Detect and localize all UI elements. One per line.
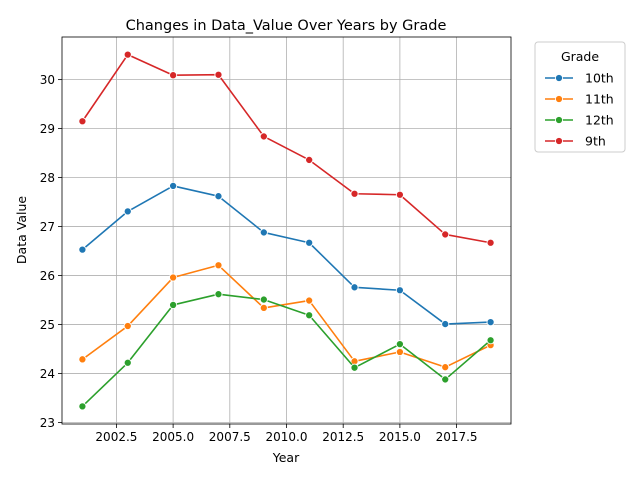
data-point-10th [305,238,314,247]
series-12th [78,290,495,411]
data-point-10th [350,283,359,292]
data-point-12th [441,375,450,384]
data-point-9th [214,70,223,79]
data-point-9th [305,155,314,165]
legend-title: Grade [561,49,599,64]
data-point-11th [305,296,314,305]
data-point-10th [441,320,450,329]
legend-items: 10th 11th 12th 9th [545,71,614,149]
data-point-11th [169,273,178,282]
data-point-12th [395,340,404,349]
series-group [78,50,495,411]
legend-swatch-marker [554,136,564,146]
x-tick-label: 2017.5 [436,430,478,444]
x-axis-ticks: 2002.5 2005.0 2007.5 2010.0 2012.5 2015.0 2017… [95,424,478,444]
data-point-11th [441,363,450,372]
data-point-10th [259,228,268,237]
x-tick-label: 2007.5 [209,430,251,444]
legend-item-12th: 12th [545,113,614,128]
data-point-9th [123,50,132,59]
legend-box [534,41,626,153]
data-point-9th [259,132,268,141]
data-point-9th [441,230,450,239]
grid-lines [62,37,511,424]
data-point-12th [350,363,359,372]
data-point-9th [395,190,404,199]
data-point-12th [169,300,178,310]
data-point-10th [169,181,178,190]
data-point-10th [214,192,223,201]
data-point-11th [78,355,87,364]
x-tick-label: 2015.0 [379,430,421,444]
data-point-10th [395,286,404,295]
y-tick-label: 24 [40,367,55,381]
series-9th [78,50,495,247]
series-line-10th [81,185,491,325]
legend-item-10th: 10th [545,71,614,86]
data-point-12th [78,402,87,411]
x-tick-label: 2010.0 [266,430,308,444]
data-point-9th [486,238,495,247]
y-axis-ticks: 23 24 25 26 27 28 29 30 [40,73,62,430]
data-point-9th [78,117,87,126]
series-10th [78,181,495,329]
legend-label: 11th [585,92,614,107]
series-line-9th [81,53,491,244]
series-line-11th [81,264,491,368]
legend-item-9th: 9th [545,134,606,149]
data-point-10th [486,318,495,327]
y-tick-label: 26 [40,269,55,283]
y-tick-label: 28 [40,171,55,185]
legend-swatch-marker [554,73,564,83]
data-point-11th [214,261,223,270]
data-point-12th [486,336,495,345]
data-point-9th [350,189,359,198]
legend-label: 10th [585,71,614,86]
data-point-11th [123,321,132,331]
legend: Grade 10th 11th 12th 9th [534,41,626,153]
y-tick-label: 27 [40,220,55,234]
data-point-11th [259,303,268,312]
y-tick-label: 23 [40,416,55,430]
x-tick-label: 2012.5 [322,430,364,444]
series-line-12th [81,293,492,407]
legend-item-11th: 11th [545,92,614,107]
data-point-12th [214,290,223,299]
x-tick-label: 2005.0 [152,430,194,444]
y-tick-label: 25 [40,318,55,332]
data-point-10th [123,207,132,216]
x-axis-label: Year [272,450,300,465]
y-axis-label: Data Value [14,196,29,264]
x-tick-label: 2002.5 [95,430,137,444]
legend-label: 9th [585,134,606,149]
legend-swatch-marker [554,94,564,104]
legend-swatch-marker [554,115,564,125]
chart-title: Changes in Data_Value Over Years by Grad… [126,18,447,34]
data-point-12th [305,311,314,320]
y-tick-label: 30 [40,73,55,87]
data-point-9th [169,71,178,80]
data-point-10th [78,245,87,254]
data-point-11th [395,347,404,357]
data-point-12th [259,295,268,304]
data-point-12th [123,358,132,367]
legend-label: 12th [585,113,614,128]
y-tick-label: 29 [40,122,55,136]
